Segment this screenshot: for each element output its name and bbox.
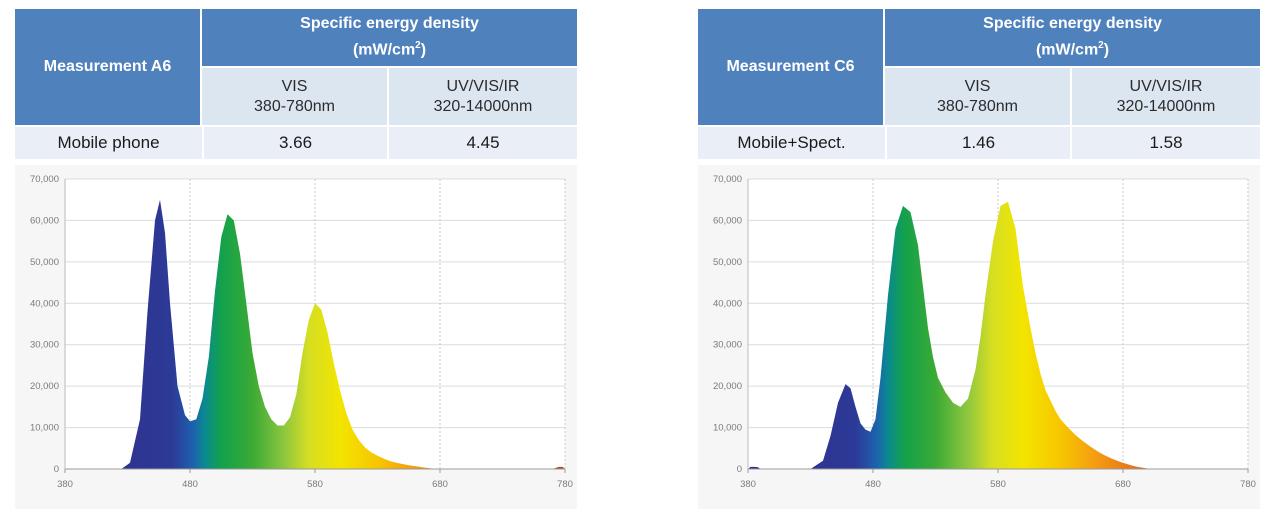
y-tick-label: 60,000 [713, 215, 742, 226]
spectrum-chart-svg: 0 10,000 20,000 30,000 40,000 50,000 60,000 70,… [713, 174, 1256, 490]
x-tick-label: 480 [182, 479, 198, 490]
energy-density-table: Measurement C6 Specific energy density (… [698, 9, 1261, 159]
column-vis: VIS 380-780nm [202, 66, 389, 125]
y-tick-label: 60,000 [30, 215, 59, 226]
x-tick-label: 780 [557, 479, 573, 490]
spectrum-area [65, 199, 565, 469]
panel-measurement-c6: Measurement C6 Specific energy density (… [698, 9, 1261, 509]
y-tick-label: 0 [54, 464, 59, 475]
table-header: Specific energy density (mW/cm2) [885, 9, 1261, 66]
energy-density-table: Measurement A6 Specific energy density (… [15, 9, 578, 159]
table-row: Mobile phone 3.66 4.45 [15, 125, 578, 159]
uv-value: 4.45 [389, 125, 578, 159]
vis-value: 1.46 [885, 125, 1072, 159]
vis-value: 3.66 [202, 125, 389, 159]
y-tick-label: 50,000 [713, 257, 742, 268]
y-tick-label: 70,000 [30, 174, 59, 185]
uv-value: 1.58 [1072, 125, 1261, 159]
y-tick-label: 70,000 [713, 174, 742, 185]
row-label: Mobile+Spect. [698, 125, 885, 159]
y-tick-label: 10,000 [30, 423, 59, 434]
header-title: Specific energy density [983, 15, 1162, 33]
y-tick-label: 20,000 [713, 381, 742, 392]
spectrum-chart-svg: 0 10,000 20,000 30,000 40,000 50,000 60,000 70,… [30, 174, 573, 490]
spectrum-chart-a6: 0 10,000 20,000 30,000 40,000 50,000 60,000 70,… [15, 165, 577, 509]
table-row: Mobile+Spect. 1.46 1.58 [698, 125, 1261, 159]
y-tick-label: 30,000 [713, 340, 742, 351]
header-unit: (mW/cm2) [1035, 40, 1110, 59]
header-title: Specific energy density [300, 15, 479, 33]
measurement-title: Measurement A6 [15, 9, 202, 125]
spectrum-area [748, 201, 1248, 470]
y-tick-label: 30,000 [30, 340, 59, 351]
y-tick-label: 0 [737, 464, 742, 475]
row-label: Mobile phone [15, 125, 202, 159]
table-header: Specific energy density (mW/cm2) [202, 9, 578, 66]
y-tick-label: 40,000 [713, 298, 742, 309]
x-tick-label: 480 [865, 479, 881, 490]
y-tick-label: 50,000 [30, 257, 59, 268]
y-tick-label: 10,000 [713, 423, 742, 434]
y-tick-label: 20,000 [30, 381, 59, 392]
measurement-title: Measurement C6 [698, 9, 885, 125]
column-uv-vis-ir: UV/VIS/IR 320-14000nm [389, 66, 578, 125]
y-tick-label: 40,000 [30, 298, 59, 309]
header-unit: (mW/cm2) [352, 40, 427, 59]
x-tick-label: 680 [1115, 479, 1131, 490]
spectrum-chart-c6: 0 10,000 20,000 30,000 40,000 50,000 60,000 70,… [698, 165, 1260, 509]
x-tick-label: 380 [57, 479, 73, 490]
x-tick-label: 680 [432, 479, 448, 490]
x-tick-label: 580 [307, 479, 323, 490]
column-uv-vis-ir: UV/VIS/IR 320-14000nm [1072, 66, 1261, 125]
x-tick-label: 580 [990, 479, 1006, 490]
x-tick-label: 380 [740, 479, 756, 490]
x-tick-label: 780 [1240, 479, 1256, 490]
column-vis: VIS 380-780nm [885, 66, 1072, 125]
panel-measurement-a6: Measurement A6 Specific energy density (… [15, 9, 578, 509]
